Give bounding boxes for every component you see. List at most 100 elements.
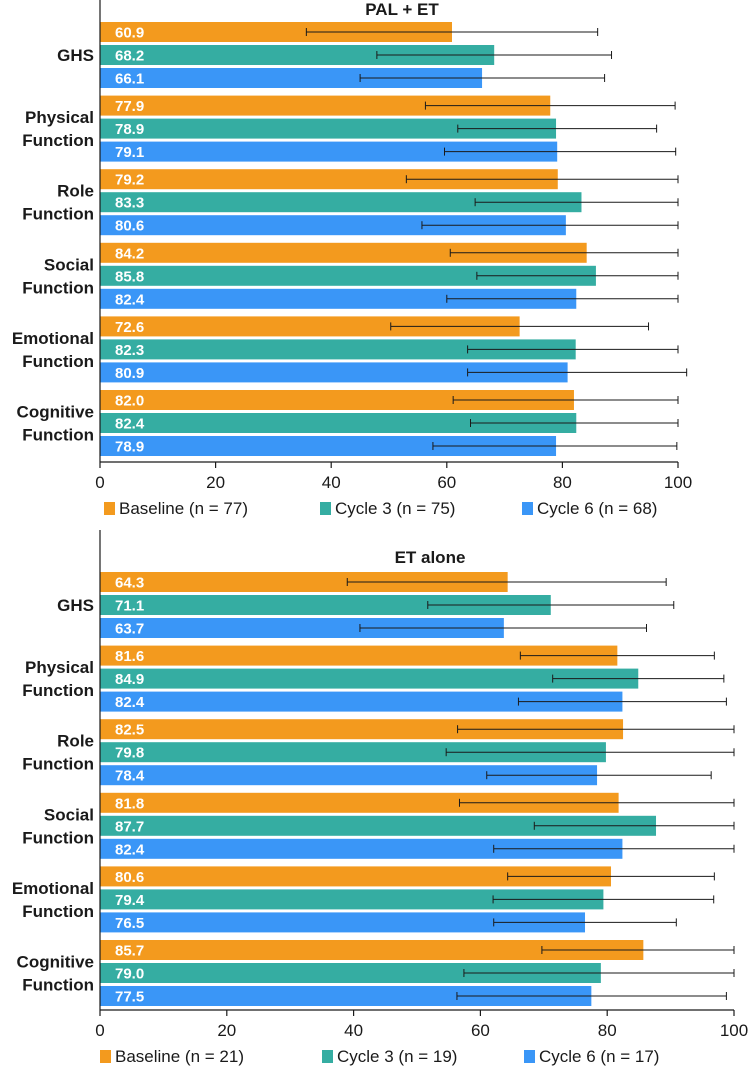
category-label: Social: [44, 805, 94, 824]
bar-value-label: 64.3: [115, 575, 144, 592]
category-label: Physical: [25, 658, 94, 677]
bar: [100, 912, 586, 933]
category-label: GHS: [57, 596, 94, 615]
bar: [100, 215, 566, 236]
category-label: Function: [22, 976, 94, 995]
legend-label: Baseline (n = 21): [115, 1047, 244, 1066]
bar-value-label: 60.9: [115, 25, 144, 42]
bar-value-label: 80.6: [115, 218, 144, 235]
x-tick-label: 0: [95, 1021, 104, 1040]
bar: [100, 436, 557, 456]
bar: [100, 719, 624, 740]
bar: [100, 95, 551, 116]
bar: [100, 169, 558, 190]
legend-swatch: [320, 502, 331, 515]
bar: [100, 691, 623, 712]
bar-value-label: 82.0: [115, 393, 144, 410]
x-tick-label: 40: [344, 1021, 363, 1040]
bar: [100, 265, 596, 286]
chart-title: ET alone: [395, 548, 466, 567]
bar: [100, 940, 644, 960]
category-label: Role: [57, 182, 94, 201]
bar: [100, 413, 577, 433]
bar: [100, 192, 582, 213]
category-label: Function: [22, 755, 94, 774]
category-label: Physical: [25, 108, 94, 127]
bar-value-label: 81.8: [115, 795, 144, 812]
legend-label: Cycle 3 (n = 75): [335, 499, 455, 518]
chart-panel-2: ET alone 64.3 81.6 82.5 81.8 80.6 85.7 71.1 84.9…: [12, 530, 748, 1066]
bar-value-label: 71.1: [115, 598, 144, 615]
bar: [100, 986, 592, 1006]
bar: [100, 815, 657, 836]
bar-value-label: 82.5: [115, 722, 144, 739]
bar-value-label: 79.8: [115, 745, 144, 762]
bar-value-label: 78.9: [115, 121, 144, 138]
bar: [100, 595, 551, 615]
x-tick-label: 20: [217, 1021, 236, 1040]
bar-value-label: 72.6: [115, 319, 144, 336]
bar: [100, 288, 577, 309]
bar: [100, 618, 504, 638]
bar: [100, 838, 623, 859]
bar-value-label: 79.0: [115, 966, 144, 983]
chart-title: PAL + ET: [365, 0, 439, 19]
bar: [100, 242, 587, 263]
category-label: Function: [22, 205, 94, 224]
category-label: Function: [22, 681, 94, 700]
bar-value-label: 83.3: [115, 195, 144, 212]
bar-value-label: 82.4: [115, 841, 145, 858]
bar-value-label: 82.3: [115, 342, 144, 359]
bar-value-label: 68.2: [115, 48, 144, 65]
legend-label: Baseline (n = 77): [119, 499, 248, 518]
bar: [100, 390, 574, 410]
legend-swatch: [524, 1050, 535, 1063]
bar: [100, 45, 495, 65]
x-tick-label: 0: [95, 473, 104, 492]
bar-value-label: 66.1: [115, 71, 144, 88]
x-tick-label: 60: [437, 473, 456, 492]
bar-value-label: 77.5: [115, 989, 144, 1006]
category-label: Cognitive: [17, 953, 94, 972]
bar-value-label: 76.5: [115, 915, 144, 932]
legend-label: Cycle 3 (n = 19): [337, 1047, 457, 1066]
bar-value-label: 85.8: [115, 268, 144, 285]
bar-value-label: 87.7: [115, 818, 144, 835]
x-tick-label: 40: [322, 473, 341, 492]
x-tick-label: 20: [206, 473, 225, 492]
legend-swatch: [100, 1050, 111, 1063]
category-label: Emotional: [12, 879, 94, 898]
bar-value-label: 77.9: [115, 98, 144, 115]
legend-swatch: [104, 502, 115, 515]
bar: [100, 141, 558, 162]
bar: [100, 889, 604, 910]
category-label: Function: [22, 352, 94, 371]
bar: [100, 866, 612, 887]
x-tick-label: 80: [553, 473, 572, 492]
bar: [100, 362, 568, 383]
chart-panel-1: PAL + ET 60.9 77.9 79.2 84.2 72.6 82.0 68.2 78.9…: [12, 0, 692, 518]
bar: [100, 572, 508, 592]
bar-value-label: 80.6: [115, 869, 144, 886]
bar: [100, 68, 483, 88]
category-label: Function: [22, 828, 94, 847]
bar: [100, 668, 639, 689]
bar-value-label: 79.1: [115, 144, 144, 161]
bar: [100, 742, 606, 763]
category-label: Emotional: [12, 329, 94, 348]
category-label: Function: [22, 426, 94, 445]
bar: [100, 792, 619, 813]
bar-value-label: 82.4: [115, 694, 145, 711]
x-tick-label: 60: [471, 1021, 490, 1040]
category-label: Function: [22, 131, 94, 150]
bar: [100, 339, 576, 360]
bar-value-label: 82.4: [115, 416, 145, 433]
category-label: Function: [22, 278, 94, 297]
category-label: GHS: [57, 46, 94, 65]
bar-value-label: 80.9: [115, 365, 144, 382]
category-label: Function: [22, 902, 94, 921]
bar: [100, 963, 601, 983]
x-tick-label: 100: [664, 473, 692, 492]
legend-swatch: [322, 1050, 333, 1063]
